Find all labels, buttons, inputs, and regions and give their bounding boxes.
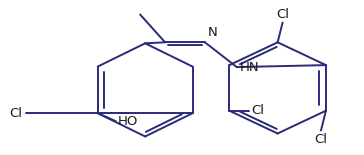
Text: HO: HO [118,115,138,128]
Text: Cl: Cl [9,107,23,120]
Text: Cl: Cl [251,104,264,117]
Text: Cl: Cl [276,7,289,20]
Text: HN: HN [240,61,260,74]
Text: N: N [208,26,218,39]
Text: Cl: Cl [314,133,328,146]
